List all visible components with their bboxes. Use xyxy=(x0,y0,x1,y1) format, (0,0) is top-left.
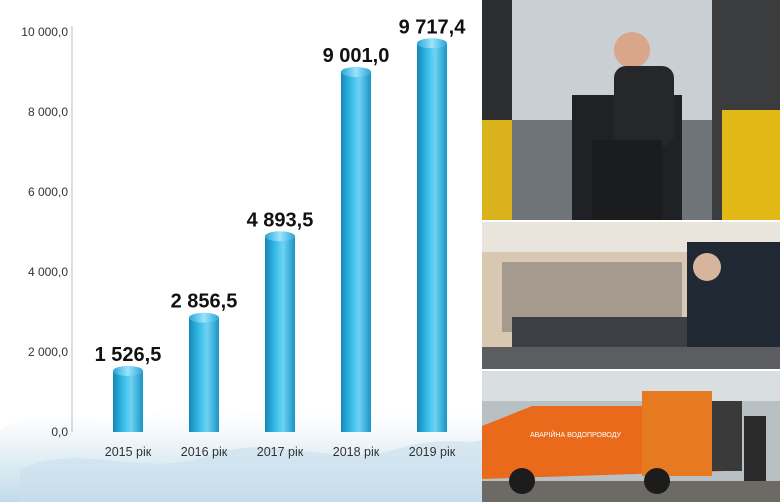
bar xyxy=(265,236,295,432)
x-tick-label: 2019 рік xyxy=(409,445,456,459)
x-tick-label: 2018 рік xyxy=(333,445,380,459)
bar xyxy=(341,71,371,433)
van-text: АВАРІЙНА ВОДОПРОВОДУ xyxy=(530,430,622,439)
bar xyxy=(417,43,447,432)
excavator-operator-photo xyxy=(482,0,780,222)
x-tick-label: 2016 рік xyxy=(181,445,228,459)
data-label: 4 893,5 xyxy=(247,209,314,231)
y-tick-label: 6 000,0 xyxy=(28,185,68,199)
bar-cap xyxy=(341,66,371,77)
y-tick-label: 10 000,0 xyxy=(21,25,68,39)
bar-cap xyxy=(265,231,295,242)
y-tick-label: 0,0 xyxy=(51,425,68,439)
x-tick-label: 2017 рік xyxy=(257,445,304,459)
bar xyxy=(189,317,219,432)
bar-cap xyxy=(113,365,143,376)
bar xyxy=(113,370,143,432)
y-tick-label: 2 000,0 xyxy=(28,345,68,359)
y-tick-label: 4 000,0 xyxy=(28,265,68,279)
data-label: 2 856,5 xyxy=(171,291,238,313)
data-label: 1 526,5 xyxy=(95,344,162,366)
bar-cap xyxy=(189,312,219,323)
data-label: 9 717,4 xyxy=(399,16,467,38)
bar-cap xyxy=(417,38,447,49)
data-label: 9 001,0 xyxy=(323,45,390,67)
x-tick-label: 2015 рік xyxy=(105,445,152,459)
service-van-photo: АВАРІЙНА ВОДОПРОВОДУ xyxy=(482,371,780,502)
bar-chart: 0,02 000,04 000,06 000,08 000,010 000,0 … xyxy=(0,16,482,502)
meter-testing-workshop-photo xyxy=(482,222,780,371)
y-tick-label: 8 000,0 xyxy=(28,105,68,119)
